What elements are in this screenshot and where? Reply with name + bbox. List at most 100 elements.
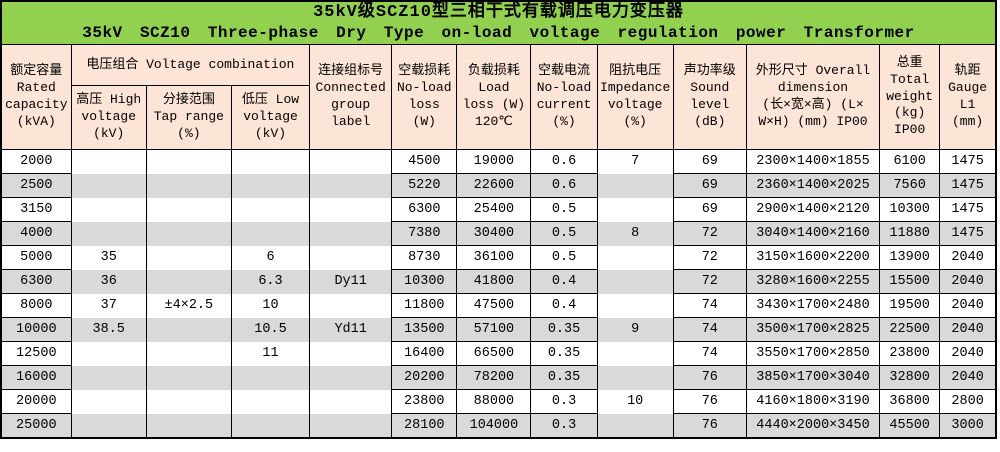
cell-impedance-voltage: 10 [596,389,674,414]
cell-sound-level: 72 [672,221,747,246]
table-title-chinese: 35kV级SCZ10型三相干式有载调压电力变压器 [313,3,684,22]
cell-high-voltage: 35 [70,245,147,270]
cell-gauge: 2800 [939,389,997,414]
cell-gauge: 1475 [939,197,997,222]
cell-low-voltage: 6.3 [230,269,311,294]
cell-no-load-loss: 7380 [391,221,458,246]
cell-load-loss: 25400 [456,197,532,222]
cell-connected-group [309,173,393,198]
cell-overall-dimension: 3150×1600×2200 [745,245,881,270]
cell-connected-group [309,413,393,438]
table-row: 6300 36 6.3 Dy11 10300 41800 0.4 72 3280… [0,269,997,294]
cell-tap-range [145,341,232,366]
cell-total-weight: 13900 [879,245,941,270]
cell-impedance-voltage [596,341,674,366]
header-row-1: 额定容量 Rated capacity (kVA) 电压组合 Voltage c… [0,44,997,150]
cell-tap-range [145,245,232,270]
cell-rated-capacity: 16000 [0,365,72,390]
cell-connected-group [309,197,393,222]
cell-rated-capacity: 3150 [0,197,72,222]
cell-connected-group: Dy11 [309,269,393,294]
cell-overall-dimension: 3280×1600×2255 [745,269,881,294]
cell-high-voltage [70,413,147,438]
cell-sound-level: 69 [672,197,747,222]
header-high-voltage: 高压 High voltage (kV) [70,85,147,150]
cell-high-voltage [70,221,147,246]
header-gauge: 轨距 Gauge L1 (mm) [939,44,997,150]
cell-tap-range [145,389,232,414]
cell-no-load-current: 0.35 [530,341,598,366]
cell-low-voltage [230,173,311,198]
table-row: 4000 7380 30400 0.5 8 72 3040×1400×2160 … [0,221,997,246]
cell-impedance-voltage: 8 [596,221,674,246]
cell-impedance-voltage: 7 [596,149,674,174]
cell-tap-range [145,365,232,390]
cell-load-loss: 104000 [456,413,532,439]
header-no-load-loss: 空载损耗 No-load loss (W) [391,44,458,150]
cell-low-voltage: 10 [230,293,311,318]
cell-rated-capacity: 6300 [0,269,72,294]
title-row: 35kV级SCZ10型三相干式有载调压电力变压器 35kV SCZ10 Thre… [0,0,997,45]
cell-tap-range [145,173,232,198]
transformer-spec-table: 35kV级SCZ10型三相干式有载调压电力变压器 35kV SCZ10 Thre… [0,0,997,439]
cell-impedance-voltage [596,293,674,318]
table-title-english: 35kV SCZ10 Three-phase Dry Type on-load … [82,24,915,42]
cell-no-load-current: 0.3 [530,389,598,414]
cell-total-weight: 23800 [879,341,941,366]
header-overall-dimension: 外形尺寸 Overall dimension (长×宽×高) (L× W×H) … [745,44,881,150]
cell-sound-level: 69 [672,173,747,198]
cell-low-voltage [230,149,311,174]
cell-tap-range [145,413,232,438]
cell-no-load-current: 0.6 [530,149,598,174]
cell-low-voltage: 11 [230,341,311,366]
cell-overall-dimension: 2300×1400×1855 [745,149,881,174]
cell-load-loss: 47500 [456,293,532,318]
cell-load-loss: 78200 [456,365,532,390]
cell-sound-level: 76 [672,413,747,439]
cell-no-load-current: 0.35 [530,317,598,342]
cell-gauge: 2040 [939,269,997,294]
cell-overall-dimension: 2900×1400×2120 [745,197,881,222]
cell-sound-level: 72 [672,245,747,270]
cell-connected-group [309,365,393,390]
header-row-2: 高压 High voltage (kV) 分接范围 Tap range (%) … [1,85,996,150]
cell-load-loss: 88000 [456,389,532,414]
cell-no-load-current: 0.5 [530,197,598,222]
cell-connected-group [309,389,393,414]
table-row: 10000 38.5 10.5 Yd11 13500 57100 0.35 9 … [0,317,997,342]
cell-connected-group [309,221,393,246]
cell-low-voltage [230,413,311,438]
cell-connected-group [309,341,393,366]
cell-connected-group [309,293,393,318]
cell-no-load-current: 0.4 [530,293,598,318]
cell-high-voltage [70,149,147,174]
cell-tap-range [145,221,232,246]
table-row: 2000 4500 19000 0.6 7 69 2300×1400×1855 … [0,149,997,174]
cell-total-weight: 19500 [879,293,941,318]
cell-impedance-voltage [596,197,674,222]
cell-no-load-current: 0.35 [530,365,598,390]
table-body: 2000 4500 19000 0.6 7 69 2300×1400×1855 … [0,149,997,439]
table-row: 16000 20200 78200 0.35 76 3850×1700×3040… [0,365,997,390]
cell-load-loss: 41800 [456,269,532,294]
cell-tap-range [145,269,232,294]
header-no-load-current: 空载电流 No-load current (%) [530,44,598,150]
cell-no-load-loss: 6300 [391,197,458,222]
cell-total-weight: 10300 [879,197,941,222]
cell-load-loss: 57100 [456,317,532,342]
cell-overall-dimension: 2360×1400×2025 [745,173,881,198]
cell-gauge: 1475 [939,173,997,198]
table-title-cell: 35kV级SCZ10型三相干式有载调压电力变压器 35kV SCZ10 Thre… [0,0,997,45]
cell-overall-dimension: 3500×1700×2825 [745,317,881,342]
cell-sound-level: 72 [672,269,747,294]
cell-load-loss: 19000 [456,149,532,174]
cell-rated-capacity: 8000 [0,293,72,318]
cell-no-load-current: 0.3 [530,413,598,439]
cell-gauge: 3000 [939,413,997,439]
cell-high-voltage [70,341,147,366]
cell-gauge: 2040 [939,317,997,342]
cell-high-voltage: 38.5 [70,317,147,342]
cell-no-load-loss: 11800 [391,293,458,318]
cell-connected-group [309,245,393,270]
cell-rated-capacity: 5000 [0,245,72,270]
